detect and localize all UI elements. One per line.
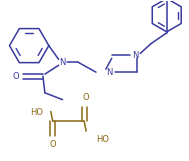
- Text: N: N: [132, 51, 139, 60]
- Text: O: O: [12, 72, 19, 80]
- Text: N: N: [107, 68, 113, 77]
- Text: HO: HO: [30, 108, 43, 117]
- Text: N: N: [59, 58, 66, 67]
- Text: O: O: [49, 140, 56, 149]
- Text: HO: HO: [96, 135, 109, 144]
- Text: O: O: [83, 93, 89, 102]
